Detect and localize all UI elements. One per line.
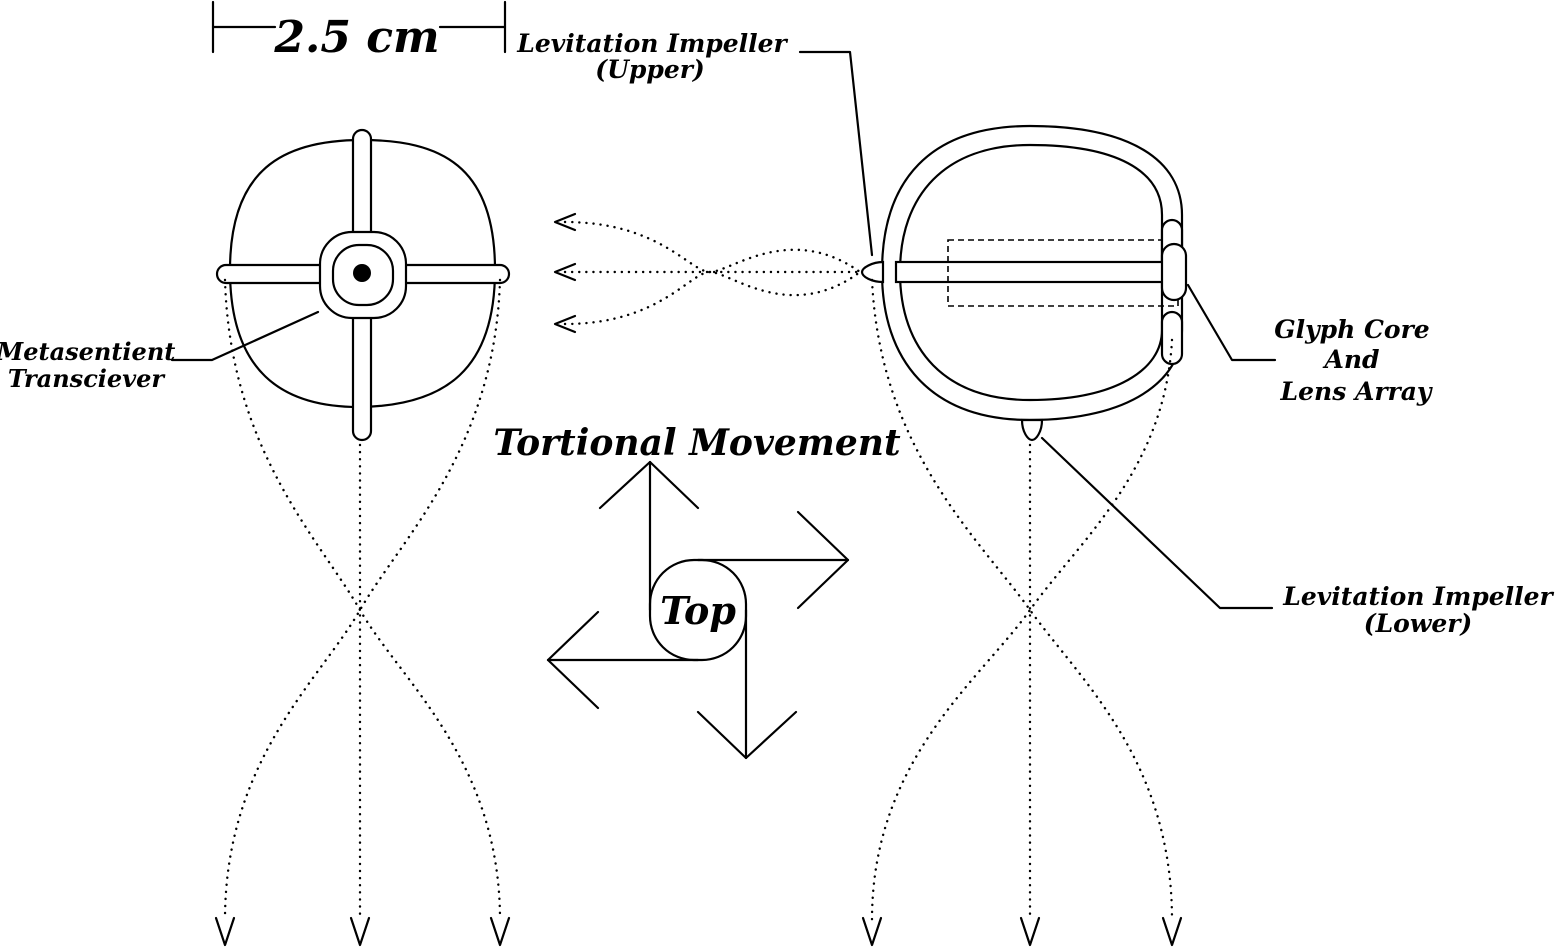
scale-label: 2.5 cm [273,12,439,63]
left-flow-lines [214,278,511,947]
torsion-center-label: Top [660,588,736,633]
upper-impeller [860,260,885,284]
lower-impeller-label-line2: (Lower) [1364,609,1473,638]
torsion-title: Tortional Movement [493,422,901,464]
transceiver-label-line1: Metasentient [0,337,175,366]
glyph-label-line2: And [1322,345,1379,374]
side-flow-lines [553,212,862,334]
glyph-label-line1: Glyph Core [1274,315,1429,344]
upper-impeller-callout: Levitation Impeller (Upper) [516,29,874,257]
inner-shell [898,143,1164,402]
scale-bar: 2.5 cm [211,0,507,63]
top-view-device [215,128,511,442]
right-flow-lines [861,278,1183,947]
side-view-device [860,124,1188,442]
transceiver-callout: Metasentient Transciever [0,310,320,393]
lower-impeller-label-line1: Levitation Impeller [1282,582,1554,611]
transceiver-label-line2: Transciever [8,364,166,393]
glyph-label-line3: Lens Array [1280,377,1433,406]
lower-impeller [1020,418,1044,442]
upper-impeller-label-line1: Levitation Impeller [516,29,788,58]
transceiver-core-dot [353,264,371,282]
glyph-core-callout: Glyph Core And Lens Array [1186,283,1433,406]
torsion-symbol: Tortional Movement Top [493,422,901,760]
lower-impeller-callout: Levitation Impeller (Lower) [1040,436,1555,638]
upper-impeller-label-line2: (Upper) [595,55,705,84]
